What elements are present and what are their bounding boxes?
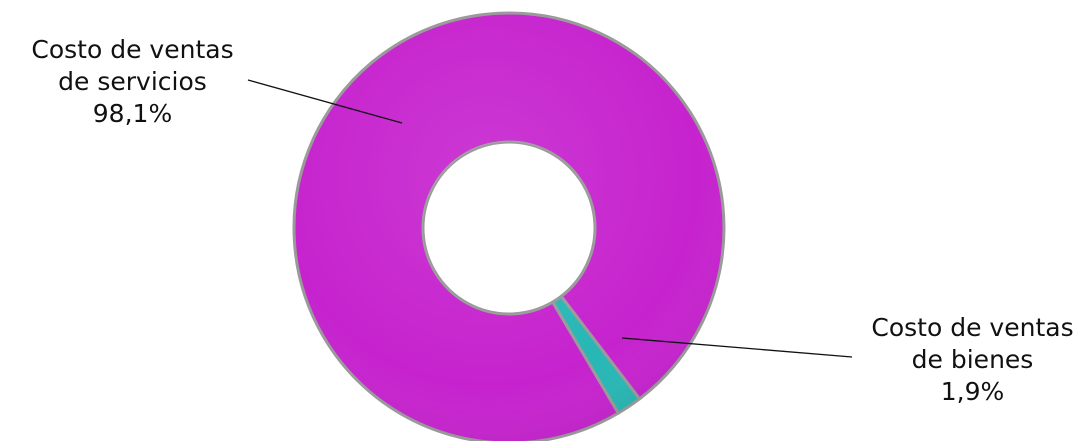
leader-line-bienes [621, 337, 853, 358]
slice-label-bienes: Costo de ventas de bienes 1,9% [855, 312, 1090, 408]
slices-group [292, 11, 726, 441]
leader-lines [247, 79, 853, 358]
slice-label-bienes-line1: Costo de ventas [871, 313, 1074, 342]
leader-line-servicios [247, 79, 403, 124]
slice-value-bienes: 1,9% [940, 377, 1005, 406]
slice-label-servicios: Costo de ventas de servicios 98,1% [5, 34, 260, 130]
slice-label-bienes-line2: de bienes [911, 345, 1034, 374]
slice-label-servicios-line2: de servicios [58, 67, 207, 96]
slice-servicios [292, 11, 726, 441]
slice-label-servicios-line1: Costo de ventas [31, 35, 234, 64]
slice-value-servicios: 98,1% [92, 99, 173, 128]
